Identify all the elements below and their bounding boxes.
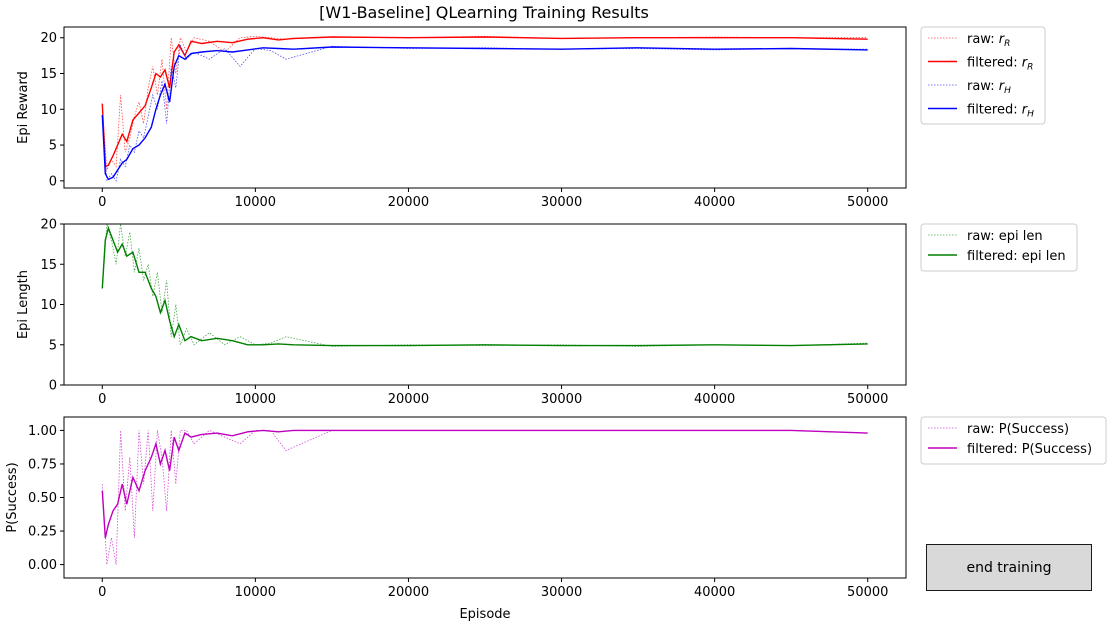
y-tick-label-2-3: 0.75: [28, 457, 57, 472]
series-line-0-1: [101, 36, 868, 168]
legend-label-2-0: raw: P(Success): [967, 422, 1069, 437]
x-tick-label-0-3: 30000: [541, 195, 582, 210]
series-line-0-0: [101, 35, 868, 171]
y-tick-label-1-3: 15: [40, 258, 57, 273]
legend-label-1-0: raw: epi len: [967, 229, 1043, 244]
y-axis-label-2: P(Success): [5, 462, 20, 532]
y-axis-label-0: Epi Reward: [16, 71, 31, 144]
legend-label-1-1: filtered: epi len: [967, 249, 1066, 264]
x-tick-label-1-4: 40000: [694, 392, 735, 407]
figure-title: [W1-Baseline] QLearning Training Results: [319, 3, 649, 22]
y-tick-label-2-2: 0.50: [28, 491, 57, 506]
x-tick-label-0-4: 40000: [694, 195, 735, 210]
y-tick-label-0-3: 15: [40, 67, 57, 82]
y-axis-label-1: Epi Length: [16, 270, 31, 339]
y-tick-label-1-4: 20: [40, 218, 57, 233]
x-tick-label-2-0: 0: [98, 585, 106, 600]
series-line-2-0: [101, 429, 868, 565]
x-tick-label-1-2: 20000: [388, 392, 429, 407]
x-tick-label-1-5: 50000: [847, 392, 888, 407]
y-tick-label-0-4: 20: [40, 31, 57, 46]
y-tick-label-1-2: 10: [40, 298, 57, 313]
y-tick-label-0-0: 0: [49, 174, 57, 189]
axes-frame-2: [63, 416, 907, 579]
y-tick-label-1-1: 5: [49, 338, 57, 353]
series-line-2-1: [101, 429, 868, 538]
axes-frame-1: [63, 223, 907, 386]
x-tick-label-0-2: 20000: [388, 195, 429, 210]
legend-box-0: [920, 26, 1046, 125]
x-tick-label-0-0: 0: [98, 195, 106, 210]
legend-label-0-3: filtered: rH: [967, 103, 1034, 120]
series-line-1-0: [101, 224, 868, 347]
legend-label-0-0: raw: rR: [967, 32, 1010, 49]
axes-frame-0: [63, 26, 907, 189]
x-tick-label-0-5: 50000: [847, 195, 888, 210]
x-tick-label-1-3: 30000: [541, 392, 582, 407]
end-training-button[interactable]: end training: [926, 544, 1092, 591]
y-tick-label-2-1: 0.25: [28, 525, 57, 540]
series-line-0-3: [101, 46, 868, 181]
legend-label-0-1: filtered: rR: [967, 56, 1033, 73]
legend-box-2: [920, 416, 1107, 465]
series-line-0-2: [101, 43, 868, 183]
x-tick-label-1-1: 10000: [235, 392, 276, 407]
y-tick-label-1-0: 0: [49, 379, 57, 394]
series-line-1-1: [101, 225, 868, 347]
x-tick-label-2-1: 10000: [235, 585, 276, 600]
x-tick-label-2-3: 30000: [541, 585, 582, 600]
x-tick-label-2-2: 20000: [388, 585, 429, 600]
y-tick-label-2-4: 1.00: [28, 424, 57, 439]
legend-label-2-1: filtered: P(Success): [967, 442, 1092, 457]
x-tick-label-0-1: 10000: [235, 195, 276, 210]
legend-box-1: [920, 223, 1078, 272]
y-tick-label-0-1: 5: [49, 139, 57, 154]
x-tick-label-1-0: 0: [98, 392, 106, 407]
y-tick-label-2-0: 0.00: [28, 558, 57, 573]
legend-label-0-2: raw: rH: [967, 79, 1011, 96]
x-tick-label-2-4: 40000: [694, 585, 735, 600]
x-tick-label-2-5: 50000: [847, 585, 888, 600]
x-axis-label-2: Episode: [459, 607, 510, 622]
y-tick-label-0-2: 10: [40, 103, 57, 118]
